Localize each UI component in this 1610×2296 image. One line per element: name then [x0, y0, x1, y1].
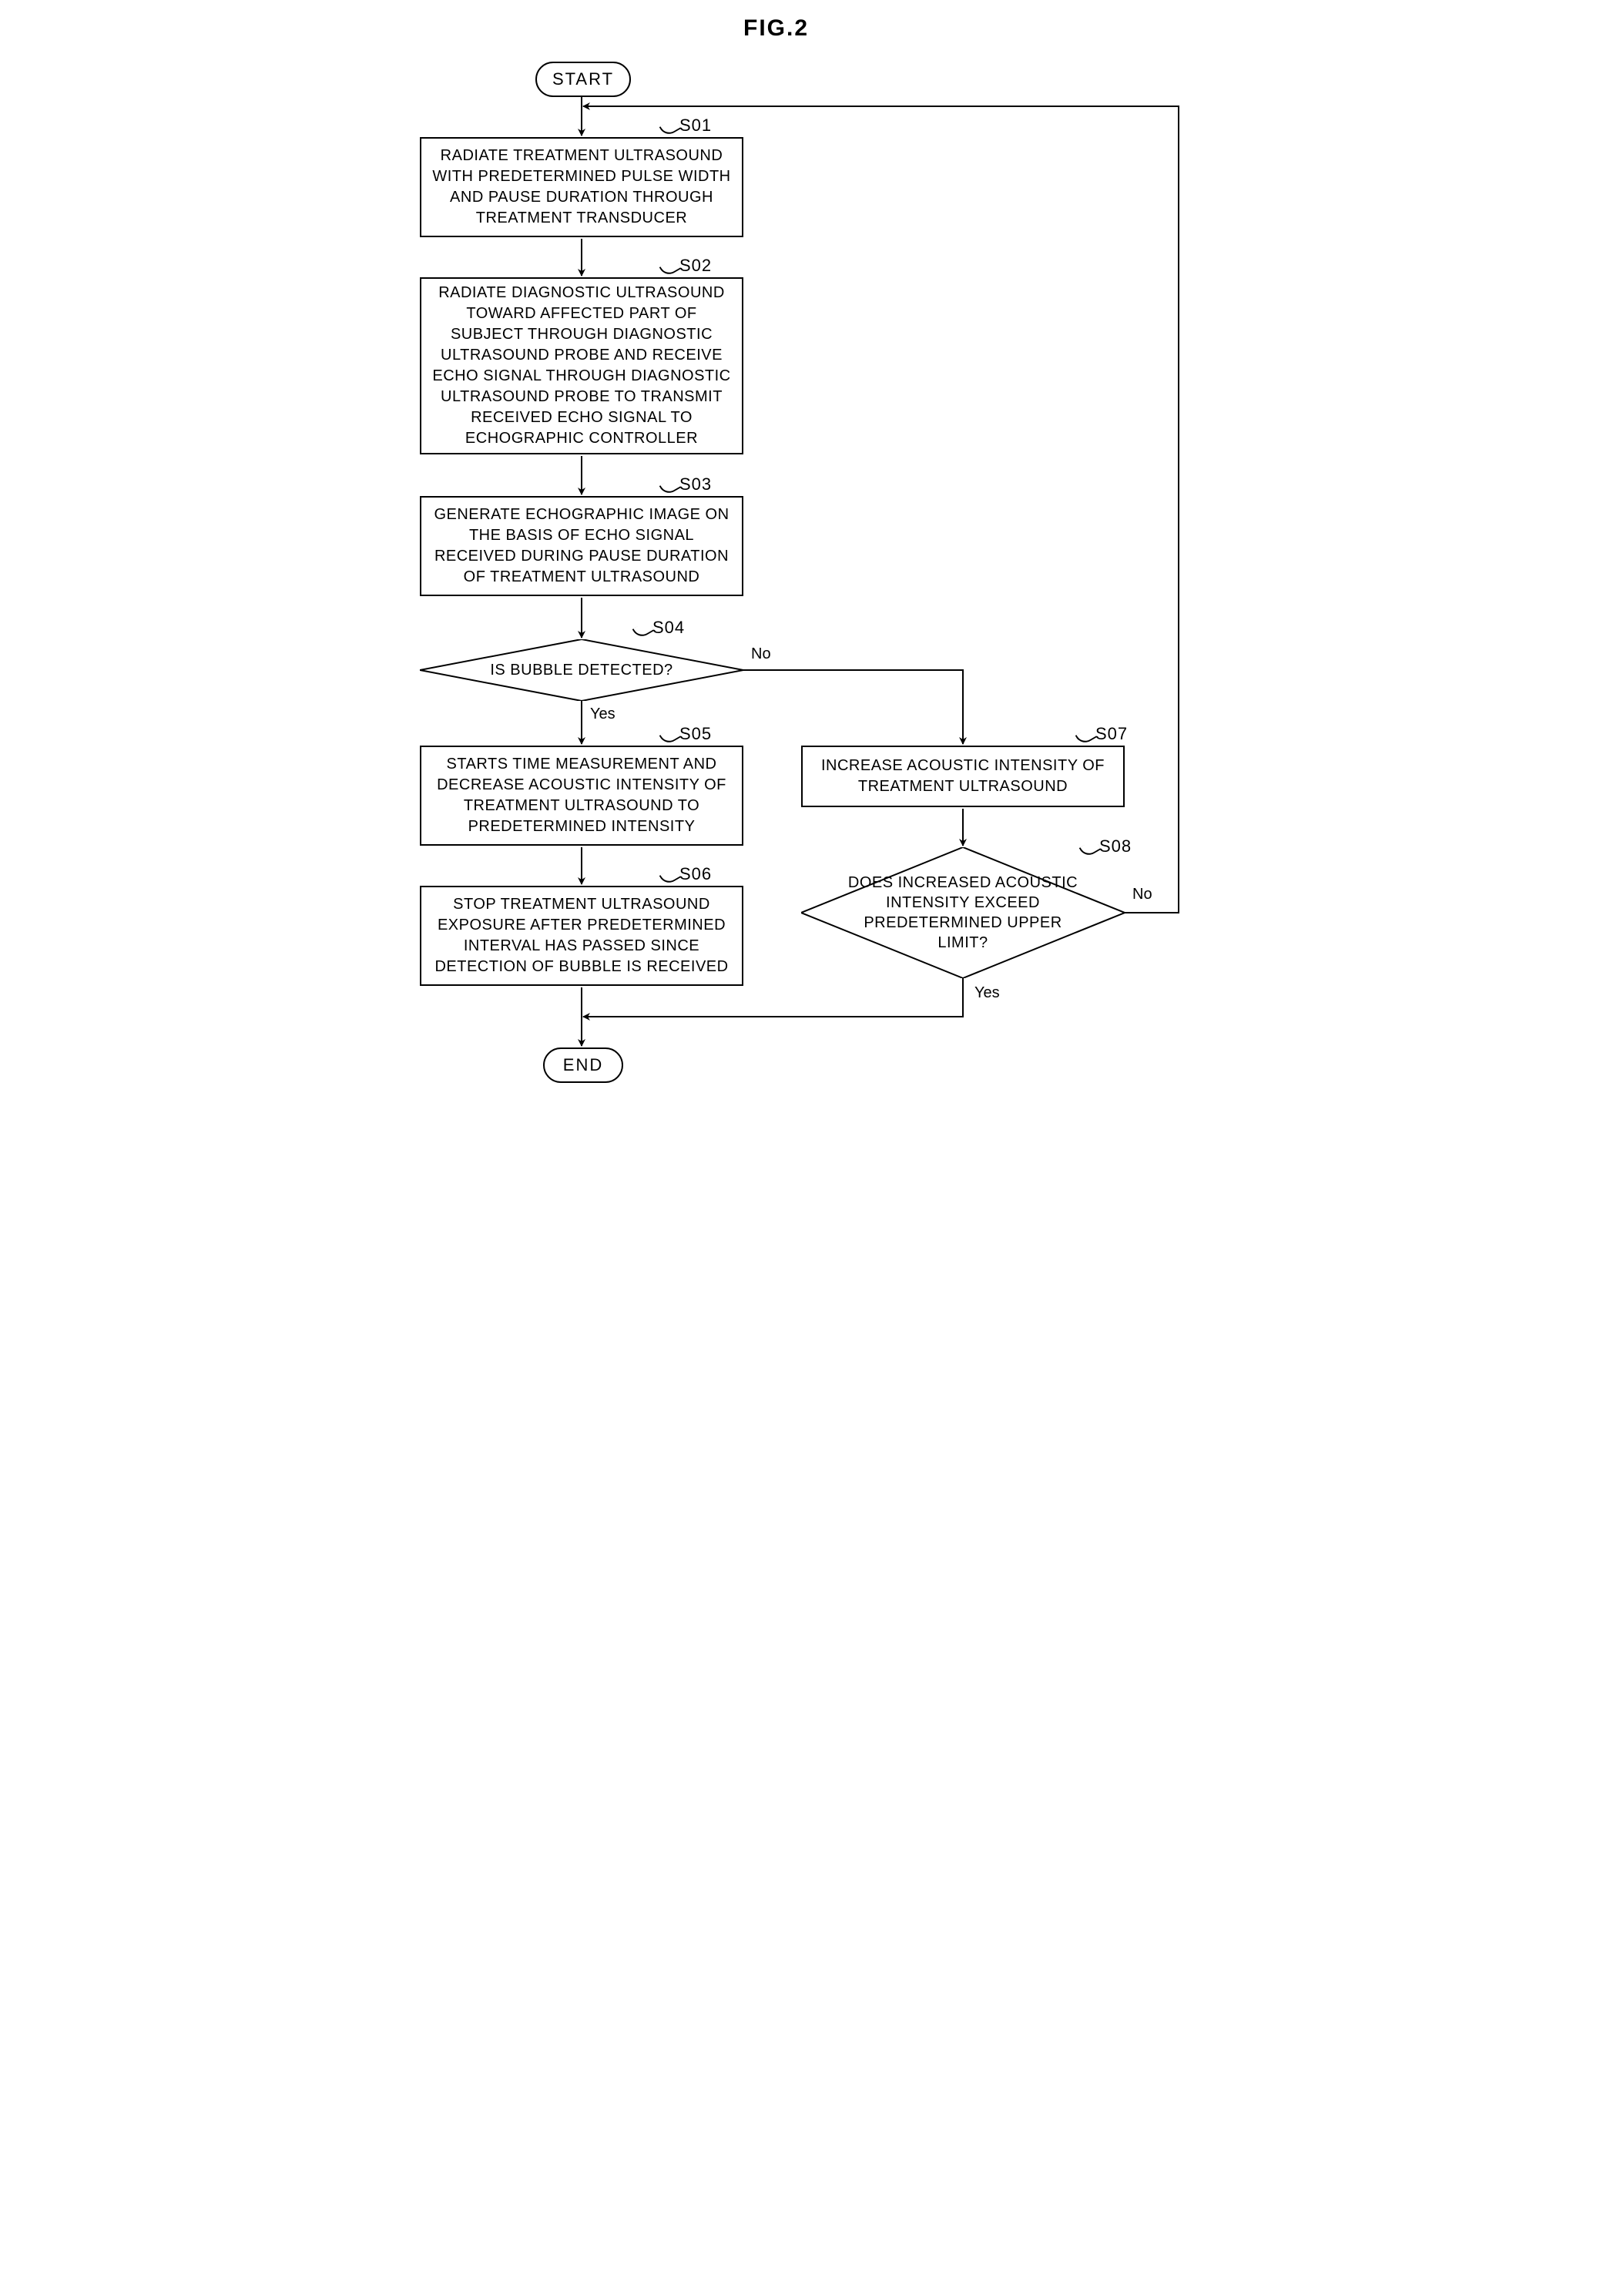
- process-s05-text: STARTS TIME MEASUREMENT AND DECREASE ACO…: [429, 754, 734, 837]
- hook-icon: [1075, 726, 1098, 746]
- hook-icon: [659, 726, 682, 746]
- process-s06: STOP TREATMENT ULTRASOUND EXPOSURE AFTER…: [420, 886, 743, 986]
- decision-s04: IS BUBBLE DETECTED?: [420, 639, 743, 701]
- yes-label: Yes: [590, 706, 615, 723]
- step-id-s05: S05: [679, 724, 712, 744]
- no-label: No: [751, 645, 771, 663]
- process-s05: STARTS TIME MEASUREMENT AND DECREASE ACO…: [420, 746, 743, 846]
- step-id-s02: S02: [679, 256, 712, 276]
- hook-icon: [659, 258, 682, 278]
- process-s02-text: RADIATE DIAGNOSTIC ULTRASOUND TOWARD AFF…: [429, 283, 734, 449]
- process-s07: INCREASE ACOUSTIC INTENSITY OF TREATMENT…: [801, 746, 1125, 807]
- end-terminator: END: [543, 1047, 623, 1083]
- process-s03: GENERATE ECHOGRAPHIC IMAGE ON THE BASIS …: [420, 496, 743, 596]
- process-s06-text: STOP TREATMENT ULTRASOUND EXPOSURE AFTER…: [429, 894, 734, 977]
- step-id-s03: S03: [679, 474, 712, 494]
- process-s01: RADIATE TREATMENT ULTRASOUND WITH PREDET…: [420, 137, 743, 237]
- decision-s08-text: DOES INCREASED ACOUSTIC INTENSITY EXCEED…: [837, 873, 1089, 953]
- yes-label: Yes: [974, 984, 1000, 1002]
- step-id-s07: S07: [1095, 724, 1128, 744]
- step-id-s06: S06: [679, 864, 712, 884]
- hook-icon: [659, 477, 682, 497]
- step-id-s01: S01: [679, 116, 712, 136]
- process-s03-text: GENERATE ECHOGRAPHIC IMAGE ON THE BASIS …: [429, 504, 734, 588]
- process-s07-text: INCREASE ACOUSTIC INTENSITY OF TREATMENT…: [810, 756, 1115, 797]
- end-label: END: [563, 1055, 603, 1075]
- process-s01-text: RADIATE TREATMENT ULTRASOUND WITH PREDET…: [429, 146, 734, 229]
- hook-icon: [659, 866, 682, 887]
- step-id-s04: S04: [652, 618, 685, 638]
- decision-s08: DOES INCREASED ACOUSTIC INTENSITY EXCEED…: [801, 847, 1125, 978]
- decision-s04-text: IS BUBBLE DETECTED?: [420, 660, 743, 680]
- process-s02: RADIATE DIAGNOSTIC ULTRASOUND TOWARD AFF…: [420, 277, 743, 454]
- hook-icon: [632, 620, 655, 640]
- start-terminator: START: [535, 62, 631, 97]
- flowchart-page: FIG.2 START S01 RADIATE TREATMENT ULTRAS…: [401, 15, 1209, 1163]
- figure-title: FIG.2: [743, 15, 809, 42]
- start-label: START: [552, 69, 614, 89]
- hook-icon: [659, 118, 682, 138]
- no-label: No: [1132, 886, 1152, 903]
